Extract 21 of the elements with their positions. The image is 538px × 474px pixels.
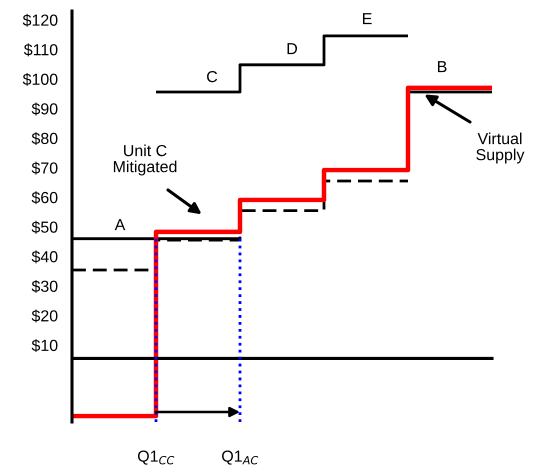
y-tick-label: $60 (32, 191, 58, 204)
x-tick-label: Q1$_{AC}$ (222, 450, 258, 465)
y-tick-label: $10 (32, 339, 58, 352)
y-tick-label: $40 (32, 250, 58, 264)
annotation: D (288, 43, 298, 54)
y-tick-label: $110 (24, 43, 58, 56)
y-tick-label: $100 (22, 72, 58, 86)
annotation: A (114, 219, 126, 230)
annotation: Unit C Mitigated (114, 144, 176, 176)
y-tick-label: $20 (32, 310, 58, 322)
y-tick-label: $30 (32, 280, 58, 293)
annotation: C (207, 70, 218, 82)
x-tick-label: Q1$_{CC}$ (138, 450, 174, 465)
annotation: B (438, 61, 446, 72)
y-tick-label: $90 (32, 102, 58, 116)
y-tick-label: $50 (32, 220, 58, 234)
annotation: E (362, 13, 372, 24)
annotation: Virtual Supply (476, 132, 524, 164)
y-tick-label: $70 (32, 162, 58, 175)
y-tick-label: $80 (32, 132, 58, 146)
y-tick-label: $120 (22, 14, 58, 27)
